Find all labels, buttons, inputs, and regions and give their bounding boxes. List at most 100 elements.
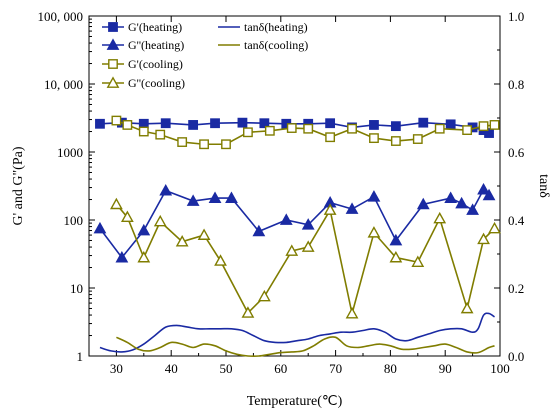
legend-label-tan-heating: tanδ(heating) <box>244 20 308 34</box>
data-point-g-cooling <box>111 115 122 126</box>
data-point-g-heating <box>455 196 469 209</box>
legend-label-tan-cooling: tanδ(cooling) <box>244 38 308 52</box>
y-right-tick-label: 0.0 <box>508 349 524 364</box>
data-point-g-heating <box>482 188 496 201</box>
data-point-g-cooling <box>221 139 231 150</box>
legend-marker-g-cooling <box>106 76 120 88</box>
data-point-g-cooling <box>345 306 359 319</box>
legend-label-g-cooling: G'(cooling) <box>128 57 183 71</box>
data-point-g-cooling <box>177 137 188 147</box>
data-point-g-heating <box>477 182 490 195</box>
data-point-g-heating <box>390 121 401 132</box>
data-point-g-cooling <box>323 203 337 215</box>
data-point-g-cooling <box>257 289 271 302</box>
data-point-g-heating <box>466 203 479 215</box>
data-point-g-heating <box>484 128 494 138</box>
data-point-g-cooling <box>243 127 253 138</box>
data-point-g-cooling <box>462 125 473 135</box>
y-right-tick-label: 0.2 <box>508 281 524 296</box>
data-point-g-cooling <box>138 126 149 137</box>
data-point-g-cooling <box>367 226 381 238</box>
data-point-g-heating <box>210 118 220 129</box>
data-point-g-heating <box>389 233 403 246</box>
data-point-g-cooling <box>477 232 490 245</box>
data-point-g-cooling <box>478 121 489 132</box>
data-point-g-heating <box>159 184 173 196</box>
data-point-g-cooling <box>285 244 299 256</box>
data-point-g-cooling <box>155 129 166 140</box>
data-point-g-heating <box>325 118 336 129</box>
legend-label-g-cooling: G''(cooling) <box>128 76 185 90</box>
data-point-g-heating <box>252 224 266 237</box>
x-tick-label: 30 <box>110 361 123 376</box>
data-point-g-cooling <box>264 125 275 136</box>
data-point-g-cooling <box>110 197 123 210</box>
y-right-tick-label: 1.0 <box>508 9 524 24</box>
x-tick-label: 70 <box>329 361 342 376</box>
data-point-g-heating <box>225 191 238 203</box>
x-tick-label: 100 <box>490 361 510 376</box>
data-point-g-cooling <box>286 123 297 133</box>
data-point-g-cooling <box>122 120 133 130</box>
data-point-g-heating <box>237 117 248 128</box>
data-point-g-cooling <box>347 123 357 134</box>
x-tick-label: 60 <box>274 361 287 376</box>
data-point-g-cooling <box>303 123 314 134</box>
data-point-g-heating <box>444 191 458 203</box>
y-left-tick-label: 10, 000 <box>44 77 83 92</box>
data-point-g-cooling <box>153 214 167 227</box>
legend-marker-g-heating <box>108 22 118 32</box>
series-line-tan-cooling <box>116 336 495 358</box>
data-point-g-heating <box>418 117 429 128</box>
data-point-g-heating <box>416 197 430 210</box>
data-point-g-cooling <box>433 211 447 224</box>
y-right-axis-title: tanδ <box>536 174 550 198</box>
data-point-g-heating <box>279 213 293 225</box>
legend-label-g-heating: G''(heating) <box>128 38 184 52</box>
series-line-tan-heating <box>99 312 495 353</box>
data-point-g-cooling <box>175 235 189 247</box>
x-axis-title: Temperature(℃) <box>247 394 343 409</box>
data-point-g-cooling <box>390 136 401 146</box>
data-point-g-cooling <box>301 240 315 252</box>
data-point-g-heating <box>367 190 381 202</box>
data-point-g-cooling <box>214 254 227 266</box>
x-tick-label: 40 <box>165 361 178 376</box>
y-right-tick-label: 0.6 <box>508 145 525 160</box>
y-left-tick-label: 100, 000 <box>38 9 84 24</box>
data-point-g-heating <box>301 218 315 230</box>
data-point-g-cooling <box>460 301 474 314</box>
data-point-g-heating <box>445 119 456 130</box>
data-point-g-cooling <box>325 132 336 143</box>
data-point-g-heating <box>95 118 105 129</box>
data-point-g-heating <box>115 250 129 263</box>
y-right-tick-label: 0.4 <box>508 213 525 228</box>
data-point-g-heating <box>188 120 199 130</box>
data-point-g-cooling <box>488 221 501 234</box>
y-left-tick-label: 100 <box>64 213 84 228</box>
x-tick-label: 80 <box>384 361 397 376</box>
data-point-g-cooling <box>241 306 255 318</box>
data-point-g-cooling <box>412 134 423 144</box>
legend-marker-g-cooling <box>108 59 118 69</box>
data-point-g-heating <box>186 194 200 206</box>
data-point-g-heating <box>160 118 171 129</box>
y-right-tick-label: 0.8 <box>508 77 524 92</box>
data-point-g-cooling <box>411 255 425 268</box>
y-left-tick-label: 10 <box>70 281 83 296</box>
data-point-g-heating <box>93 221 107 234</box>
data-point-g-cooling <box>434 123 445 134</box>
data-point-g-heating <box>259 118 270 129</box>
legend-label-g-heating: G'(heating) <box>128 20 182 34</box>
x-tick-label: 50 <box>220 361 233 376</box>
data-point-g-heating <box>208 191 222 203</box>
y-left-tick-label: 1 <box>77 349 84 364</box>
data-point-g-cooling <box>199 139 209 150</box>
data-point-g-cooling <box>389 250 403 263</box>
data-point-g-cooling <box>120 210 134 223</box>
y-left-axis-title: G' and G"(Pa) <box>11 146 26 225</box>
data-point-g-heating <box>345 202 359 214</box>
x-tick-label: 90 <box>439 361 452 376</box>
y-left-tick-label: 1000 <box>57 145 83 160</box>
